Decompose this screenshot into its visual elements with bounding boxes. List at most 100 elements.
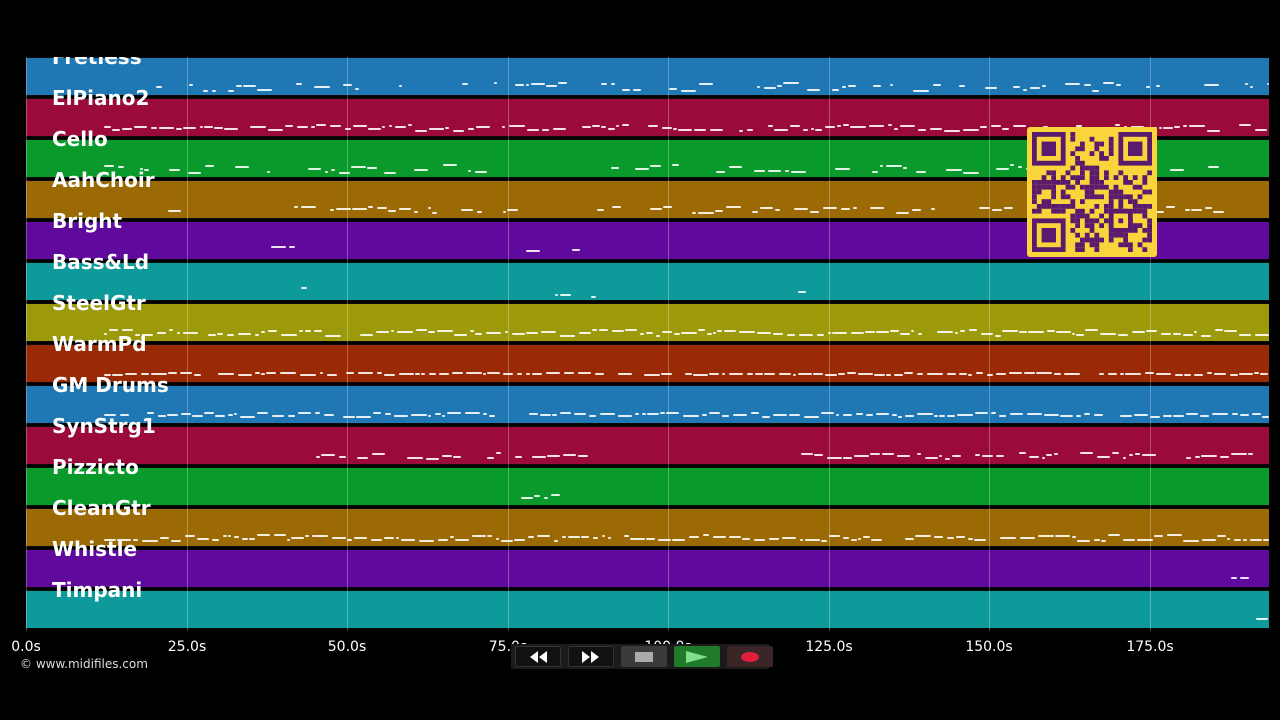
midi-note (141, 373, 149, 375)
midi-note (592, 125, 600, 127)
midi-note (1201, 335, 1211, 337)
midi-note (171, 540, 181, 542)
qr-module (1075, 213, 1080, 219)
midi-note (486, 332, 501, 334)
track-label: Bass&Ld (52, 250, 150, 274)
midi-note (779, 373, 791, 375)
midi-note (465, 412, 480, 414)
track-label: Timpani (52, 578, 143, 602)
midi-note (794, 208, 808, 210)
qr-module (1128, 247, 1133, 252)
midi-note (339, 172, 350, 174)
midi-note (618, 373, 632, 375)
midi-note (373, 412, 381, 414)
midi-note (281, 334, 297, 336)
qr-module (1132, 228, 1138, 233)
track-lane[interactable]: Bass&Ld (26, 250, 1269, 301)
midi-note (399, 85, 402, 87)
midi-note (331, 169, 335, 171)
midi-note (616, 125, 619, 127)
track-label: Cello (52, 127, 108, 151)
midi-note (764, 373, 775, 375)
qr-module (1118, 242, 1124, 248)
midi-note (200, 126, 203, 128)
midi-note (814, 454, 823, 456)
midi-note (837, 125, 841, 127)
midi-note (160, 537, 169, 539)
midi-note (662, 331, 672, 333)
midi-note (681, 90, 696, 92)
midi-note (1189, 125, 1205, 127)
fast-forward-button[interactable] (568, 646, 614, 667)
track-lanes: Fretless ElPiano2 Cello AahChoir Bright … (26, 57, 1269, 631)
track-lane[interactable]: GM Drums (26, 373, 1269, 424)
qr-module (1070, 136, 1076, 142)
record-icon (741, 651, 759, 662)
track-lane[interactable]: WarmPd (26, 332, 1269, 383)
rewind-button[interactable] (515, 646, 561, 667)
midi-note (343, 84, 352, 86)
midi-note (847, 372, 856, 374)
midi-note (147, 412, 154, 414)
midi-note (674, 333, 680, 335)
midi-note (228, 414, 233, 416)
midi-note (324, 414, 334, 416)
midi-note (168, 372, 177, 374)
play-button[interactable] (674, 646, 720, 667)
midi-note (858, 538, 861, 540)
qr-module (1060, 204, 1066, 209)
midi-note (442, 415, 445, 417)
midi-note (751, 412, 759, 414)
midi-note (838, 373, 845, 375)
midi-note (1201, 455, 1217, 457)
midi-note (332, 537, 346, 539)
track-lane[interactable]: Timpani (26, 578, 1269, 629)
qr-module (1147, 170, 1152, 176)
midi-note (807, 89, 820, 91)
midi-note (399, 208, 411, 210)
time-tick-label: 150.0s (965, 639, 1013, 655)
midi-note (503, 211, 506, 213)
qr-module (1036, 184, 1042, 190)
track-lane[interactable]: Fretless (26, 57, 1269, 96)
midi-note (368, 206, 373, 208)
midi-note (1227, 538, 1230, 540)
midi-note (890, 330, 899, 332)
track-lane[interactable]: Pizzicto (26, 455, 1269, 506)
midi-note (692, 212, 696, 214)
midi-note (1145, 372, 1154, 374)
qr-module (1056, 180, 1061, 185)
midi-note (800, 539, 803, 541)
stop-button[interactable] (621, 646, 667, 667)
midi-note (578, 372, 591, 374)
track-lane[interactable]: SteelGtr (26, 291, 1269, 342)
midi-note (104, 333, 107, 335)
qr-module (1108, 204, 1114, 209)
qr-module (1051, 189, 1056, 195)
midi-note (475, 333, 482, 335)
midi-note (218, 373, 234, 375)
qr-module (1051, 175, 1056, 180)
copyright-text[interactable]: © www.midifiles.com (20, 657, 148, 671)
midi-note (238, 374, 252, 376)
midi-note (658, 539, 671, 541)
qr-module (1128, 242, 1133, 248)
time-gridline (187, 57, 188, 631)
midi-note (377, 207, 387, 209)
record-button[interactable] (727, 646, 773, 667)
track-lane[interactable]: Whistle (26, 537, 1269, 588)
midi-note (1185, 209, 1190, 211)
note-strip (26, 222, 1269, 261)
midi-note (240, 416, 255, 418)
track-lane[interactable]: CleanGtr (26, 496, 1269, 547)
midi-note (532, 456, 546, 458)
midi-note (1094, 539, 1100, 541)
midi-note (396, 537, 399, 539)
midi-note (1207, 372, 1212, 374)
midi-note (1018, 166, 1022, 168)
track-lane[interactable]: SynStrg1 (26, 414, 1269, 465)
midi-note (1092, 90, 1099, 92)
midi-note (355, 88, 359, 90)
qr-module (1080, 170, 1085, 176)
midi-note (713, 332, 716, 334)
